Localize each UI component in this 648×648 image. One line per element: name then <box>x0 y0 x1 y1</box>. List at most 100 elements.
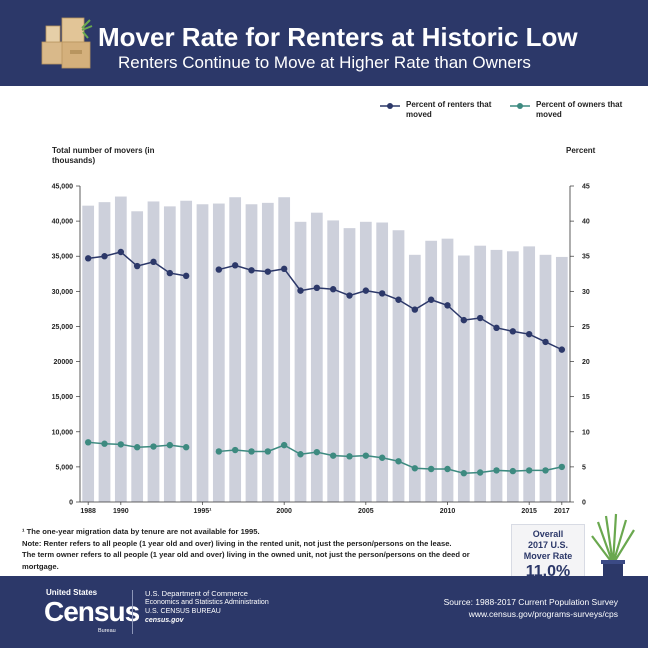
owners-point-1991 <box>133 444 141 451</box>
owners-point-1997 <box>231 446 239 454</box>
bar-2005 <box>359 221 372 502</box>
renters-point-1992 <box>150 258 157 266</box>
owners-point-1989 <box>101 440 108 447</box>
bar-2013 <box>490 249 503 502</box>
right-tick-label: 5 <box>582 464 586 471</box>
footnote-1995: ¹ The one-year migration data by tenure … <box>22 527 260 536</box>
left-tick-label: 45,000 <box>52 184 74 191</box>
census-logo-sub: Bureau <box>98 628 116 634</box>
x-tick-label: 1995¹ <box>194 508 213 515</box>
left-tick-label: 0 <box>69 500 73 507</box>
moving-boxes-icon <box>41 17 93 69</box>
x-tick-label: 1988 <box>80 508 96 515</box>
right-tick-label: 20 <box>582 359 590 366</box>
header-banner: Mover Rate for Renters at Historic Low R… <box>0 0 648 86</box>
page-subtitle: Renters Continue to Move at Higher Rate … <box>118 53 531 72</box>
bar-1999 <box>261 202 274 502</box>
owners-point-2008 <box>411 465 419 472</box>
source-url[interactable]: www.census.gov/programs-surveys/cps <box>468 609 618 619</box>
owners-point-2000 <box>280 441 288 449</box>
right-tick-label: 45 <box>582 184 590 191</box>
bar-1989 <box>98 202 111 502</box>
owners-point-1990 <box>117 441 125 448</box>
left-tick-label: 5,000 <box>55 464 73 471</box>
renters-point-2016 <box>542 338 549 346</box>
bar-1990 <box>114 196 127 503</box>
legend-owners-swatch <box>510 103 530 109</box>
left-tick-label: 10,000 <box>52 429 74 436</box>
bar-2004 <box>343 228 356 502</box>
census-website[interactable]: census.gov <box>145 617 184 624</box>
source-info: Source: 1988-2017 Current Population Sur… <box>444 596 618 620</box>
bar-1996 <box>212 203 225 503</box>
census-logo: Census <box>44 596 140 627</box>
renters-point-1991 <box>133 262 141 270</box>
owners-point-2016 <box>542 467 549 474</box>
x-tick-label: 2015 <box>521 508 537 515</box>
renters-point-2013 <box>493 324 500 332</box>
renters-point-2008 <box>411 306 419 313</box>
callout-line2: 2017 U.S. <box>527 540 569 550</box>
owners-point-2004 <box>346 453 353 460</box>
renters-point-1989 <box>101 253 108 260</box>
renters-point-2004 <box>346 292 353 299</box>
renters-point-2002 <box>313 284 321 292</box>
bar-2002 <box>310 212 323 502</box>
renters-point-2015 <box>525 330 533 338</box>
renters-point-1993 <box>166 269 174 277</box>
owners-point-1992 <box>150 443 157 450</box>
x-tick-label: 2005 <box>358 508 374 515</box>
bar-2000 <box>278 197 291 503</box>
left-tick-label: 35,000 <box>52 254 74 261</box>
owners-point-1996 <box>215 448 223 455</box>
renters-point-2014 <box>509 328 517 335</box>
bar-2016 <box>539 254 552 502</box>
bar-1991 <box>131 211 144 502</box>
owners-point-2007 <box>395 458 402 465</box>
dept-line2: Economics and Statistics Administration <box>145 599 269 606</box>
owners-point-1999 <box>264 448 272 455</box>
callout-label: Overall 2017 U.S. Mover Rate <box>512 529 584 562</box>
right-tick-label: 0 <box>582 500 586 507</box>
owner-definition-note: The term owner refers to all people (1 y… <box>22 550 470 571</box>
bar-1993 <box>163 206 176 502</box>
owners-line <box>218 444 562 474</box>
bar-2001 <box>294 221 307 502</box>
owners-point-2012 <box>476 469 484 476</box>
owners-point-2015 <box>525 467 533 474</box>
bar-2009 <box>425 240 438 503</box>
legend-owners-label: Percent of owners that moved <box>536 100 623 119</box>
callout-value: 11.0% <box>525 563 571 580</box>
owners-point-2003 <box>329 452 337 459</box>
potted-plant-icon <box>591 513 635 580</box>
owners-point-2013 <box>493 467 500 474</box>
left-tick-label: 15,000 <box>52 394 74 401</box>
left-tick-label: 30,000 <box>52 289 74 296</box>
owners-point-2006 <box>378 454 386 461</box>
owners-point-2005 <box>362 452 370 459</box>
owners-point-2001 <box>297 451 304 458</box>
bar-2010 <box>441 238 454 502</box>
bar-2003 <box>327 220 340 503</box>
renters-point-2007 <box>395 296 402 303</box>
dept-line1: U.S. Department of Commerce <box>145 589 248 598</box>
owners-point-2011 <box>460 470 468 477</box>
renters-point-1999 <box>264 268 272 275</box>
renters-point-2009 <box>427 296 435 303</box>
renters-line <box>218 264 563 351</box>
left-tick-label: 40,000 <box>52 219 74 226</box>
right-tick-label: 25 <box>582 324 590 331</box>
renters-point-1997 <box>231 262 239 269</box>
bar-2015 <box>523 246 536 502</box>
right-tick-label: 35 <box>582 254 590 261</box>
owners-point-2017 <box>558 463 566 471</box>
bar-2014 <box>506 251 519 502</box>
renters-point-2005 <box>362 287 370 294</box>
right-tick-label: 30 <box>582 289 590 296</box>
owners-point-1998 <box>248 448 255 455</box>
footer-banner: United States Census Bureau U.S. Departm… <box>0 576 648 648</box>
left-tick-label: 20000 <box>54 359 74 366</box>
bar-1988 <box>82 205 95 502</box>
callout-line3: Mover Rate <box>523 551 573 561</box>
renters-point-1996 <box>215 266 223 273</box>
